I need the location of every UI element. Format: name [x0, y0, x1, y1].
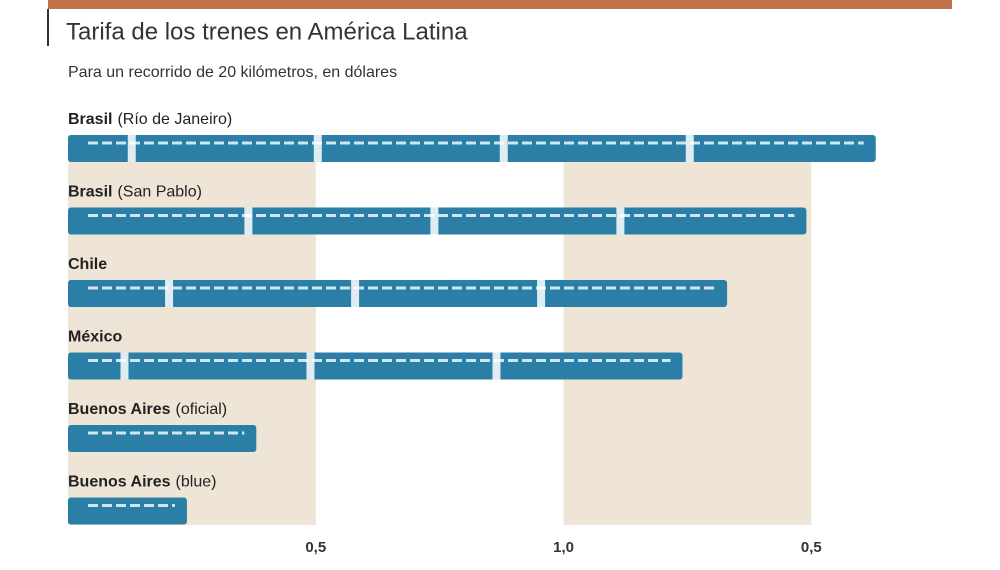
header-strip: [48, 0, 952, 9]
chart-subtitle: Para un recorrido de 20 kilómetros, en d…: [68, 64, 397, 81]
category-label: Brasil (San Pablo): [68, 184, 202, 201]
category-label: Buenos Aires (blue): [68, 474, 216, 491]
category-label: Buenos Aires (oficial): [68, 401, 227, 418]
x-tick-label: 1,0: [553, 539, 574, 556]
x-tick-label: 0,5: [801, 539, 822, 556]
shade-band: [563, 135, 812, 525]
category-name: México: [68, 329, 122, 346]
chart-title: Tarifa de los trenes en América Latina: [66, 18, 468, 45]
car-gap: [313, 135, 322, 162]
car-gap: [499, 135, 508, 162]
car-gap: [616, 207, 625, 235]
category-detail: (oficial): [176, 401, 228, 418]
car-gap: [685, 135, 694, 162]
train-bar: [68, 352, 683, 380]
train-bar: [68, 497, 187, 525]
train-bar: [68, 425, 257, 452]
category-name: Buenos Aires: [68, 474, 171, 491]
category-detail: (Río de Janeiro): [117, 111, 232, 128]
car-gap: [492, 352, 501, 380]
car-gap: [351, 280, 360, 307]
category-detail: (blue): [176, 474, 217, 491]
x-tick-label: 0,5: [305, 539, 326, 556]
category-detail: (San Pablo): [117, 184, 202, 201]
car-gap: [306, 352, 315, 380]
car-gap: [537, 280, 546, 307]
category-name: Chile: [68, 256, 107, 273]
train-bar: [68, 135, 876, 162]
car-gap: [165, 280, 174, 307]
category-name: Brasil: [68, 184, 112, 201]
category-label: Chile: [68, 256, 107, 273]
category-name: Brasil: [68, 111, 112, 128]
car-gap: [430, 207, 439, 235]
category-label: Brasil (Río de Janeiro): [68, 111, 232, 128]
category-name: Buenos Aires: [68, 401, 171, 418]
shade-band: [68, 135, 316, 525]
car-gap: [244, 207, 253, 235]
car-gap: [120, 352, 129, 380]
category-label: México: [68, 329, 122, 346]
car-gap: [127, 135, 136, 162]
